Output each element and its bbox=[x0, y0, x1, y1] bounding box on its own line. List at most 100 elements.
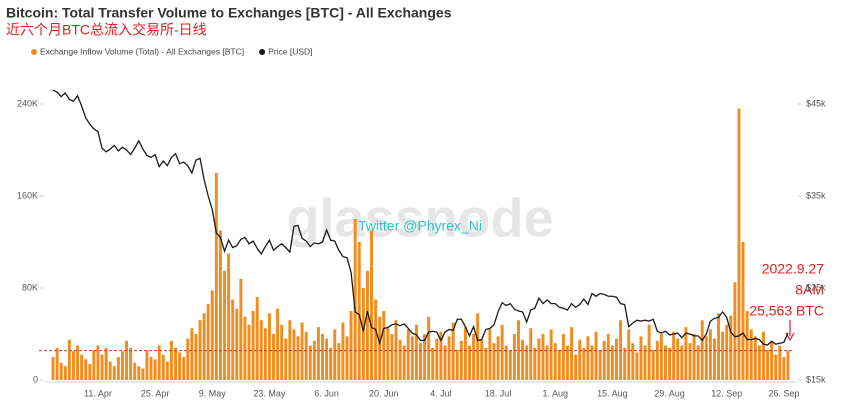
bar bbox=[120, 351, 124, 380]
legend-marker bbox=[31, 49, 37, 55]
bar bbox=[214, 173, 218, 380]
x-tick-label: 1. Aug bbox=[542, 388, 568, 398]
bar bbox=[615, 338, 618, 380]
bar bbox=[512, 334, 516, 380]
bar bbox=[537, 338, 541, 380]
bar bbox=[292, 329, 296, 380]
bar bbox=[349, 311, 353, 380]
bar bbox=[149, 357, 153, 380]
bar bbox=[643, 345, 647, 380]
bar bbox=[165, 361, 169, 380]
bar bbox=[251, 311, 255, 380]
x-tick-label: 20. Jun bbox=[369, 388, 399, 398]
bar bbox=[218, 230, 222, 380]
bar bbox=[174, 347, 177, 380]
bar bbox=[223, 270, 226, 380]
bar bbox=[304, 331, 308, 380]
bar bbox=[721, 331, 725, 380]
bar bbox=[104, 347, 108, 380]
bar bbox=[227, 253, 231, 380]
bar bbox=[178, 352, 182, 380]
bar bbox=[672, 331, 676, 380]
bar bbox=[668, 347, 672, 380]
bar bbox=[398, 339, 402, 380]
bar bbox=[63, 366, 67, 380]
watermark: glassnode bbox=[286, 188, 553, 248]
bar bbox=[235, 308, 239, 380]
bar bbox=[525, 345, 529, 380]
bar bbox=[280, 324, 284, 380]
bar bbox=[647, 324, 651, 380]
bar bbox=[745, 311, 749, 380]
x-tick-label: 9. May bbox=[199, 388, 227, 398]
bar bbox=[272, 334, 275, 380]
bar bbox=[308, 345, 312, 380]
bar bbox=[316, 327, 320, 380]
bar bbox=[374, 299, 378, 380]
bar bbox=[419, 343, 422, 380]
y-tick-label: 80K bbox=[22, 282, 38, 292]
bar bbox=[566, 345, 569, 380]
bar bbox=[88, 363, 92, 380]
bar bbox=[496, 336, 500, 380]
bar bbox=[545, 345, 549, 380]
bar bbox=[67, 339, 71, 380]
bar bbox=[602, 340, 606, 380]
y2-tick-label: $45k bbox=[806, 98, 826, 108]
bar bbox=[378, 316, 382, 380]
bar bbox=[610, 345, 614, 380]
bar bbox=[206, 304, 210, 380]
legend-label: Price [USD] bbox=[268, 46, 312, 56]
bar bbox=[210, 290, 214, 380]
bar bbox=[96, 345, 100, 380]
bar bbox=[325, 338, 329, 380]
x-tick-label: 15. Aug bbox=[597, 388, 628, 398]
bar bbox=[267, 313, 271, 380]
bar bbox=[108, 361, 112, 380]
bar bbox=[125, 340, 129, 380]
bar bbox=[263, 328, 267, 380]
bar bbox=[329, 347, 333, 380]
bar bbox=[129, 347, 133, 380]
bar bbox=[141, 368, 145, 380]
bar bbox=[529, 328, 533, 380]
annotation: 25,563 BTC bbox=[749, 303, 824, 319]
chart-subtitle: 近六个月BTC总流入交易所-日线 bbox=[6, 22, 207, 38]
bar bbox=[606, 334, 610, 380]
y2-tick-label: $35k bbox=[806, 190, 826, 200]
bar bbox=[517, 320, 520, 380]
bar bbox=[659, 334, 663, 380]
annotation: 8AM bbox=[795, 282, 824, 298]
bar bbox=[239, 278, 243, 380]
bar bbox=[549, 329, 553, 380]
bar bbox=[365, 270, 369, 380]
bar bbox=[676, 338, 680, 380]
bar bbox=[688, 343, 692, 380]
bar bbox=[182, 357, 186, 380]
bar bbox=[782, 357, 786, 380]
bar bbox=[112, 366, 116, 380]
bar bbox=[145, 350, 149, 380]
bar bbox=[757, 345, 761, 380]
x-tick-label: 26. Sep bbox=[768, 388, 799, 398]
x-tick-label: 12. Sep bbox=[711, 388, 742, 398]
bar bbox=[186, 338, 190, 380]
bar bbox=[700, 320, 704, 380]
y2-tick-label: $25k bbox=[806, 282, 826, 292]
bar bbox=[300, 322, 304, 380]
bar bbox=[476, 313, 480, 380]
chart-title: Bitcoin: Total Transfer Volume to Exchan… bbox=[6, 5, 452, 21]
bar bbox=[284, 338, 288, 380]
bar bbox=[725, 324, 729, 380]
bar bbox=[259, 320, 263, 380]
bar bbox=[463, 327, 467, 380]
bar bbox=[484, 347, 488, 380]
bar bbox=[406, 329, 410, 380]
bar bbox=[619, 320, 623, 380]
bar bbox=[198, 320, 202, 380]
bar bbox=[414, 324, 418, 380]
credit: Twitter @Phyrex_Ni bbox=[358, 218, 482, 234]
bar bbox=[133, 362, 137, 380]
bar bbox=[161, 354, 165, 380]
